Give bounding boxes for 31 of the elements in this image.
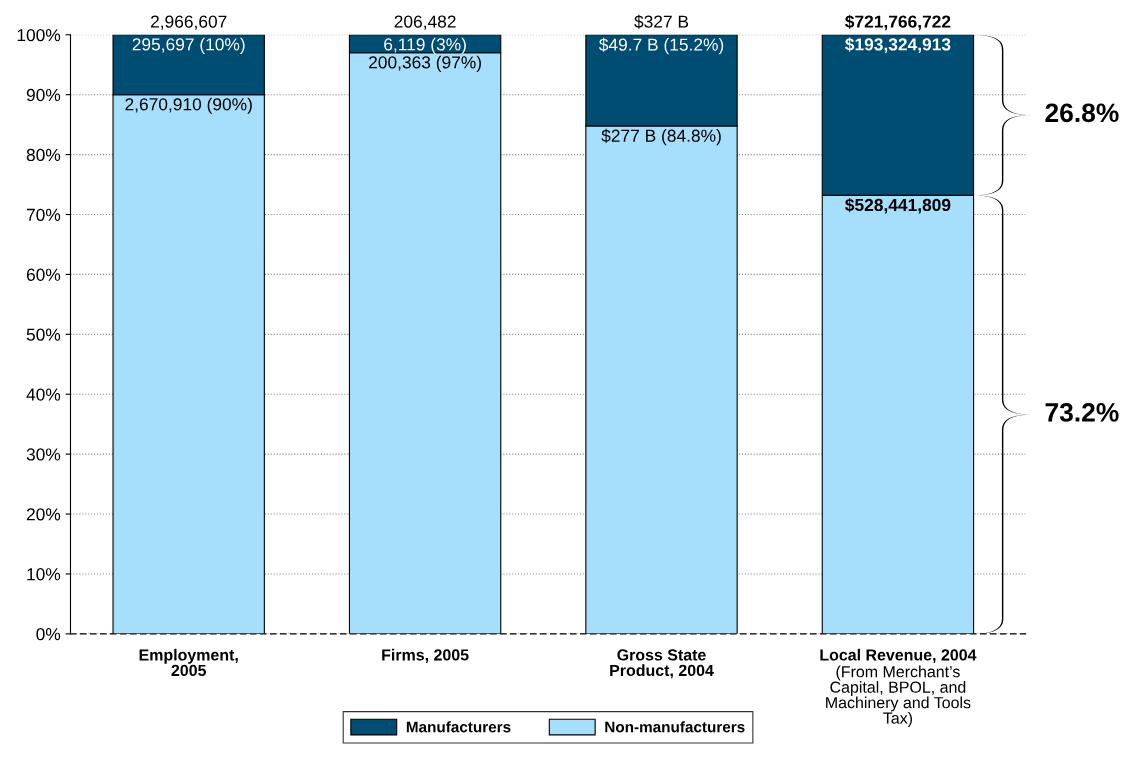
y-tick-label: 30% xyxy=(26,448,61,461)
annotation: 295,697 (10%) xyxy=(132,37,245,54)
annotation: 2,670,910 (90%) xyxy=(125,97,252,114)
annotation: $528,441,809 xyxy=(845,198,951,214)
y-tick-label: 0% xyxy=(36,628,61,641)
x-tick-label: Firms, 2005 xyxy=(382,648,469,663)
annotation: $49.7 B (15.2%) xyxy=(598,37,724,55)
y-tick-label: 40% xyxy=(26,388,61,401)
y-tick-label: 50% xyxy=(26,328,61,341)
y-tick-label: 10% xyxy=(27,568,61,581)
y-tick-label: 80% xyxy=(26,148,61,162)
annotation: $193,324,913 xyxy=(845,37,951,54)
text: 26.8% xyxy=(1045,103,1119,123)
y-tick-label: 60% xyxy=(26,268,61,281)
annotation: 2,966,607 xyxy=(150,15,227,30)
y-tick-label: 20% xyxy=(26,508,61,521)
x-tick-label: Gross State Product, 2004 xyxy=(610,649,714,679)
legend-label: Manufacturers xyxy=(406,721,511,733)
y-tick-label: 70% xyxy=(26,208,61,221)
annotation: $721,766,722 xyxy=(845,14,951,31)
annotation: $327 B xyxy=(634,14,689,29)
x-tick-label: Employment, 2005 xyxy=(139,648,238,677)
annotation: 6,119 (3%) xyxy=(384,37,466,54)
annotation: 200,363 (97%) xyxy=(369,55,481,72)
annotation: 206,482 xyxy=(394,15,456,30)
legend-label: Non-manufacturers xyxy=(605,721,745,733)
text: 73.2% xyxy=(1045,403,1119,422)
x-tick-label: Local Revenue, 2004 (From Merchant’s Capital, BPOL, and Machinery and Tools Tax) xyxy=(820,648,977,727)
annotation: $277 B (84.8%) xyxy=(601,128,721,146)
y-tick-label: 100% xyxy=(17,28,61,42)
y-tick-label: 90% xyxy=(26,88,61,102)
